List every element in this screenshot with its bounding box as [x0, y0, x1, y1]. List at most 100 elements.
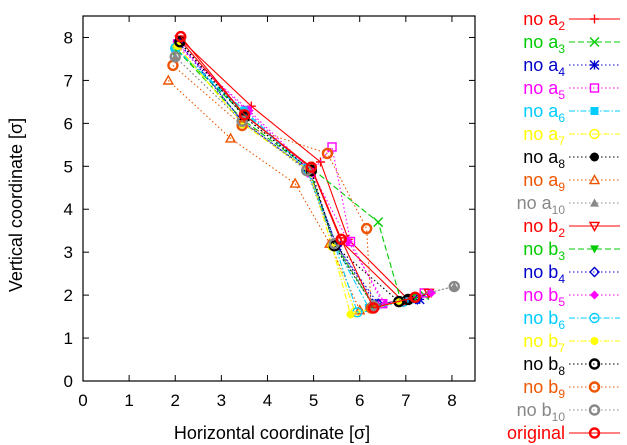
data-point — [354, 304, 366, 315]
legend-label: no a9 — [523, 170, 565, 194]
legend-marker — [588, 174, 601, 185]
y-tick-label: 1 — [64, 329, 73, 348]
legend-label: no a7 — [523, 124, 565, 148]
legend-label: no b8 — [523, 354, 565, 378]
x-tick-label: 0 — [78, 391, 87, 410]
legend-marker — [590, 107, 599, 115]
series-6 — [175, 37, 413, 311]
legend-marker — [590, 198, 599, 207]
legend-entry: no a10 — [517, 193, 620, 217]
series-line — [177, 50, 416, 307]
y-tick-label: 8 — [64, 28, 73, 47]
legend-marker — [589, 60, 600, 70]
series-3 — [172, 39, 429, 309]
data-point — [289, 177, 301, 188]
legend-marker — [589, 266, 600, 278]
legend-label: no a5 — [523, 78, 565, 102]
legend-marker — [590, 152, 599, 162]
legend-marker — [589, 83, 600, 93]
legend-entry: no a3 — [523, 32, 620, 56]
series-14 — [173, 42, 403, 319]
legend-entry: no a7 — [523, 124, 620, 148]
legend-marker — [589, 37, 600, 47]
series-18 — [175, 30, 421, 314]
legend-label: no a8 — [523, 147, 565, 171]
series-4 — [171, 44, 415, 312]
data-point — [373, 217, 384, 228]
data-point — [346, 310, 355, 319]
legend-marker — [588, 427, 601, 439]
data-point — [321, 147, 334, 160]
legend-label: no b5 — [523, 285, 565, 309]
data-point — [175, 30, 187, 43]
series-10 — [173, 46, 420, 311]
x-axis-title: Horizontal coordinate [σ] — [174, 423, 370, 443]
legend-label: no a2 — [523, 9, 565, 33]
legend-marker — [590, 245, 599, 254]
series-line — [180, 36, 416, 309]
data-point — [170, 52, 180, 61]
data-point — [316, 157, 326, 167]
y-tick-label: 4 — [64, 200, 73, 219]
data-point — [426, 288, 436, 298]
legend-label: no a4 — [523, 55, 565, 79]
data-point — [224, 132, 237, 143]
x-tick-label: 1 — [124, 391, 133, 410]
data-point — [335, 233, 347, 245]
legend-label: original — [507, 423, 565, 443]
series-8 — [170, 52, 459, 310]
legend-entry: no b4 — [523, 262, 620, 286]
y-tick-label: 6 — [64, 114, 73, 133]
data-point — [409, 291, 421, 303]
axes: 0 1 2 3 4 5 6 7 8 0 1 2 3 4 5 6 7 8 — [64, 15, 476, 410]
series-13 — [170, 43, 409, 318]
series-line — [174, 47, 411, 309]
x-tick-label: 5 — [309, 391, 318, 410]
series-line — [177, 45, 432, 305]
series-line — [179, 41, 409, 303]
legend-label: no b10 — [517, 400, 566, 424]
legend-entry: no b5 — [523, 285, 620, 309]
y-tick-label: 2 — [64, 286, 73, 305]
data-point — [238, 109, 251, 121]
legend-entry: no b8 — [523, 354, 620, 378]
data-point — [169, 51, 181, 63]
legend-label: no b7 — [523, 331, 565, 355]
legend-label: no b4 — [523, 262, 565, 286]
series-line — [177, 50, 425, 303]
legend-entry: no b9 — [523, 377, 620, 401]
legend-entry: no b6 — [523, 308, 620, 332]
legend-marker — [588, 404, 601, 416]
x-tick-label: 7 — [401, 391, 410, 410]
data-point — [402, 293, 414, 306]
series-line — [177, 43, 425, 305]
data-point — [162, 74, 175, 85]
legend-entry: no b7 — [523, 331, 620, 355]
data-point — [305, 161, 317, 173]
data-point — [360, 222, 373, 235]
series-11 — [174, 38, 423, 310]
legend-marker — [588, 358, 601, 370]
data-point — [448, 280, 460, 293]
data-point — [236, 115, 248, 127]
x-tick-label: 2 — [171, 391, 180, 410]
legend-marker — [590, 14, 599, 24]
series-15 — [174, 36, 414, 308]
legend-label: no b6 — [523, 308, 565, 332]
legend-entry: no a6 — [523, 101, 620, 125]
legend-label: no a3 — [523, 32, 565, 56]
legend-marker — [590, 290, 599, 300]
legend-entry: no b2 — [523, 216, 620, 240]
plot-area — [162, 30, 460, 319]
legend-entry: original — [507, 423, 620, 443]
y-tick-label: 7 — [64, 71, 73, 90]
legend-label: no b3 — [523, 239, 565, 263]
series-line — [174, 47, 404, 313]
legend-marker — [588, 221, 601, 232]
legend-marker — [589, 128, 600, 140]
x-tick-label: 8 — [447, 391, 456, 410]
y-tick-label: 3 — [64, 243, 73, 262]
legend-entry: no a8 — [523, 147, 620, 171]
